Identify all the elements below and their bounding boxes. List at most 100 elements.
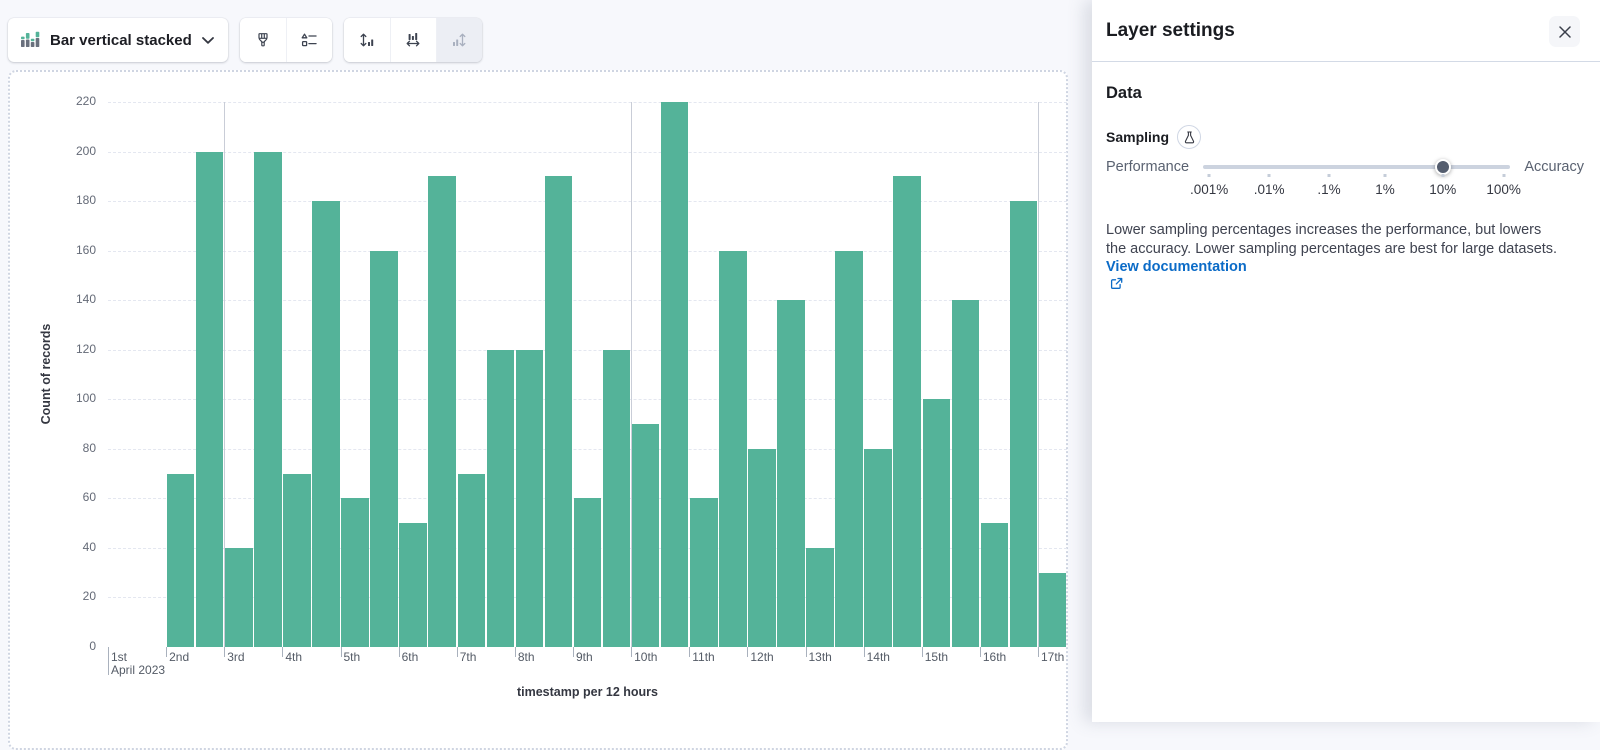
bar[interactable]	[923, 399, 950, 647]
x-tick-label: 12th	[750, 651, 773, 664]
bar[interactable]	[806, 548, 833, 647]
bar[interactable]	[399, 523, 426, 647]
x-tick-mark	[224, 647, 225, 657]
slider-stop-dot[interactable]	[1502, 174, 1505, 177]
bar[interactable]	[748, 449, 775, 647]
layer-settings-flyout: Layer settings Data Sampling Performance	[1092, 0, 1600, 722]
y-tick-label: 80	[54, 441, 96, 455]
x-axis-title: timestamp per 12 hours	[108, 685, 1067, 699]
tech-preview-badge[interactable]	[1177, 125, 1201, 149]
bar-vertical-stacked-icon	[20, 30, 40, 50]
paint-brush-icon	[255, 32, 271, 48]
bar[interactable]	[225, 548, 252, 647]
slider-track[interactable]	[1203, 165, 1510, 169]
bar[interactable]	[574, 498, 601, 647]
slider-stop-label: .1%	[1317, 182, 1340, 197]
x-tick-mark	[980, 647, 981, 657]
right-axis-icon	[451, 32, 467, 48]
x-tick-label: 9th	[576, 651, 593, 664]
slider-thumb[interactable]	[1435, 159, 1451, 175]
accuracy-label: Accuracy	[1524, 159, 1584, 175]
y-tick-label: 160	[54, 243, 96, 257]
bar[interactable]	[545, 176, 572, 647]
slider-stop-dot[interactable]	[1441, 174, 1444, 177]
x-tick-label: 8th	[518, 651, 535, 664]
beaker-icon	[1183, 131, 1196, 144]
bar[interactable]	[487, 350, 514, 647]
y-tick-label: 100	[54, 391, 96, 405]
bar[interactable]	[428, 176, 455, 647]
slider-stop-dot[interactable]	[1208, 174, 1211, 177]
x-tick-mark	[864, 647, 865, 657]
chart-toolbar: Bar vertical stacked	[8, 18, 482, 62]
bar[interactable]	[341, 498, 368, 647]
visual-options-button[interactable]	[240, 18, 286, 62]
bar[interactable]	[952, 300, 979, 647]
slider-stop-dot[interactable]	[1328, 174, 1331, 177]
x-tick-mark	[922, 647, 923, 657]
bottom-axis-button[interactable]	[390, 18, 436, 62]
bar[interactable]	[893, 176, 920, 647]
bar[interactable]	[167, 474, 194, 647]
axes-button-group	[344, 18, 482, 62]
x-axis-month-label: April 2023	[111, 664, 165, 677]
slider-stop-dot[interactable]	[1383, 174, 1386, 177]
bar[interactable]	[1010, 201, 1037, 647]
slider-stop-label: 1%	[1375, 182, 1395, 197]
bar[interactable]	[283, 474, 310, 647]
close-button[interactable]	[1549, 16, 1580, 47]
sampling-header: Sampling	[1106, 125, 1584, 149]
bar[interactable]	[690, 498, 717, 647]
legend-button[interactable]	[286, 18, 332, 62]
x-tick-mark	[341, 647, 342, 657]
x-tick-label: 7th	[460, 651, 477, 664]
x-tick-label: 16th	[983, 651, 1006, 664]
slider-stop-dot[interactable]	[1268, 174, 1271, 177]
bar[interactable]	[370, 251, 397, 647]
lens-workspace: Bar vertical stacked	[0, 0, 1090, 722]
left-axis-button[interactable]	[344, 18, 390, 62]
bar[interactable]	[981, 523, 1008, 647]
x-tick-mark	[631, 647, 632, 657]
slider-stop-label: .01%	[1254, 182, 1285, 197]
x-tick-label: 6th	[402, 651, 419, 664]
bar[interactable]	[196, 152, 223, 647]
x-tick-mark	[515, 647, 516, 657]
bar[interactable]	[777, 300, 804, 647]
x-tick-label: 15th	[925, 651, 948, 664]
bar[interactable]	[835, 251, 862, 647]
sampling-slider[interactable]: .001%.01%.1%1%10%100%	[1203, 159, 1510, 175]
bar[interactable]	[632, 424, 659, 647]
bar[interactable]	[661, 102, 688, 647]
y-tick-label: 180	[54, 193, 96, 207]
x-tick-label: 3rd	[227, 651, 244, 664]
x-tick-mark	[747, 647, 748, 657]
x-tick-label: 4th	[285, 651, 302, 664]
x-tick-mark	[1038, 647, 1039, 657]
chart-type-label: Bar vertical stacked	[50, 32, 192, 49]
y-tick-label: 120	[54, 342, 96, 356]
bar[interactable]	[719, 251, 746, 647]
view-documentation-link[interactable]: View documentation	[1106, 259, 1564, 290]
gridline	[108, 300, 1067, 301]
flyout-header: Layer settings	[1092, 0, 1600, 62]
x-tick-label: 17th	[1041, 651, 1064, 664]
bar[interactable]	[516, 350, 543, 647]
x-tick-mark	[399, 647, 400, 657]
bar[interactable]	[1039, 573, 1066, 647]
y-tick-label: 60	[54, 490, 96, 504]
bar[interactable]	[864, 449, 891, 647]
gridline	[108, 102, 1067, 103]
slider-stop-label: 10%	[1429, 182, 1456, 197]
x-tick-label: 14th	[867, 651, 890, 664]
bar[interactable]	[603, 350, 630, 647]
chevron-down-icon	[202, 37, 214, 44]
bar[interactable]	[254, 152, 281, 647]
gridline	[108, 251, 1067, 252]
bar[interactable]	[458, 474, 485, 647]
week-gridline	[1038, 102, 1039, 647]
y-tick-label: 200	[54, 144, 96, 158]
bar-chart-plot	[108, 102, 1067, 647]
bar[interactable]	[312, 201, 339, 647]
chart-type-selector[interactable]: Bar vertical stacked	[8, 18, 228, 62]
